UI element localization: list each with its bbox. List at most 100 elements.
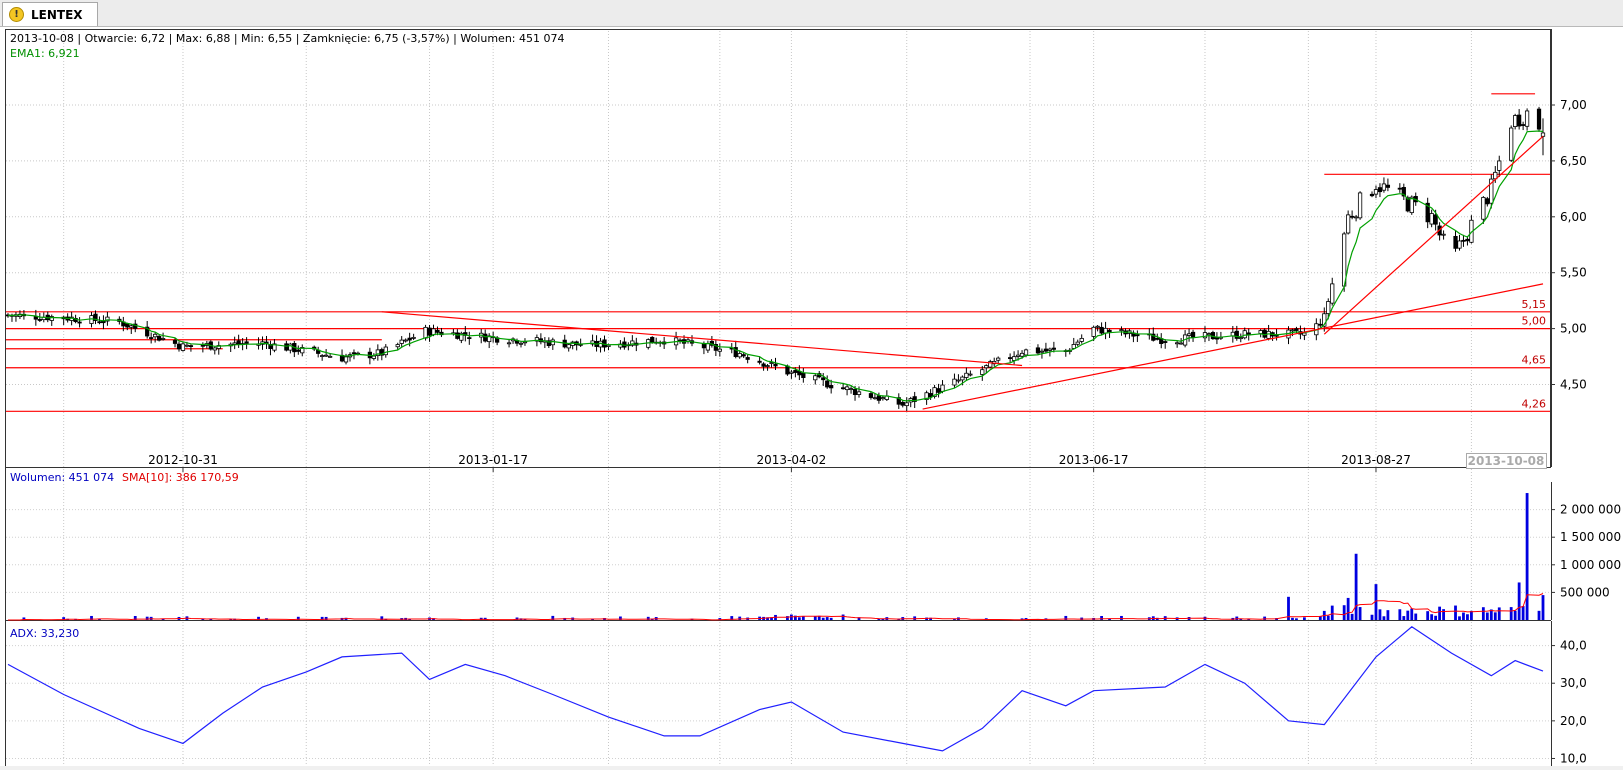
candle-body	[1385, 184, 1391, 188]
candle-body	[1234, 330, 1239, 339]
candle-body	[769, 362, 774, 364]
candle-body	[1481, 197, 1486, 220]
volume-bar	[1108, 618, 1111, 620]
candle-body	[383, 346, 388, 356]
volume-bar	[133, 616, 137, 620]
volume-bar	[1481, 607, 1485, 620]
volume-bar	[817, 615, 821, 620]
candle-body	[427, 327, 432, 336]
volume-bar	[1374, 584, 1378, 620]
volume-bar	[1466, 614, 1469, 620]
volume-bar	[1462, 612, 1465, 620]
sma-label: SMA[10]: 386 170,59	[122, 471, 239, 484]
tab-lentex[interactable]: ! LENTEX	[2, 2, 98, 26]
candle-body	[232, 342, 237, 345]
volume-bar	[229, 619, 233, 620]
volume-bar	[766, 617, 769, 620]
volume-bar	[551, 615, 555, 620]
candle-body	[1008, 357, 1013, 359]
chart-area: 5,15 5,00 4,65 4,26 4,50 5,00 5,50 6,00 6,50 7,0…	[0, 27, 1623, 766]
candle-body	[650, 336, 655, 343]
candle-body	[1015, 354, 1021, 357]
candle-body	[980, 369, 985, 375]
level-label: 4,26	[1522, 397, 1547, 410]
volume-bar	[201, 618, 205, 620]
candle-body	[1373, 189, 1379, 195]
candle-body	[1377, 187, 1383, 193]
candle-body	[1429, 213, 1434, 225]
candle-body	[1039, 350, 1045, 353]
candle-body	[1489, 178, 1494, 204]
candle-body	[324, 354, 329, 357]
candle-body	[952, 378, 957, 386]
trend-line	[381, 311, 1023, 367]
candle-body	[848, 388, 854, 390]
volume-bar	[1370, 614, 1374, 620]
candle-body	[93, 313, 98, 321]
candle-body	[1099, 326, 1104, 334]
candle-body	[518, 342, 524, 345]
candle-body	[371, 355, 376, 359]
candle-body	[1397, 187, 1402, 190]
volume-bar	[1434, 615, 1438, 620]
candle-body	[411, 336, 416, 339]
volume-bar	[1235, 616, 1239, 620]
candle-body	[988, 361, 993, 368]
candle-body	[188, 345, 194, 347]
candle-body	[960, 376, 965, 381]
candle-body	[343, 356, 349, 363]
volume-bar	[801, 616, 805, 620]
volume-bar	[786, 616, 789, 620]
adx-line	[7, 626, 1544, 752]
candle-body	[852, 389, 858, 396]
y-tick-label: 20,0	[1560, 714, 1587, 728]
candle-body	[840, 387, 846, 390]
chart-canvas[interactable]: 5,15 5,00 4,65 4,26 4,50 5,00 5,50 6,00 6,50 7,0…	[0, 27, 1623, 766]
y-tick-label: 4,50	[1560, 378, 1587, 392]
trend-lines	[381, 135, 1544, 410]
y-tick-label: 10,0	[1560, 751, 1587, 765]
candle-body	[160, 338, 166, 340]
y-tick-label: 7,00	[1560, 98, 1587, 112]
volume-bar	[1263, 616, 1267, 620]
candle-body	[546, 340, 551, 347]
candle-body	[745, 357, 750, 360]
candle-body	[1202, 332, 1208, 339]
candle-body	[900, 401, 905, 406]
volume-bar	[320, 616, 324, 620]
volume-bar	[324, 616, 328, 620]
grid	[6, 31, 1550, 766]
candle-body	[1262, 329, 1267, 338]
volume-bar	[619, 616, 622, 620]
trend-line	[922, 283, 1544, 410]
sma-path	[8, 593, 1544, 621]
candle-body	[1497, 160, 1502, 171]
tab-label: LENTEX	[31, 7, 83, 22]
volume-bar	[1430, 614, 1434, 620]
price-panel-frame	[5, 29, 1551, 468]
volume-bar	[877, 618, 881, 620]
candle-body	[172, 340, 178, 344]
volume-bar	[1458, 616, 1461, 620]
candle-body	[1381, 183, 1387, 191]
candle-body	[1258, 330, 1263, 334]
volume-bar	[646, 616, 650, 620]
candle-body	[1357, 192, 1363, 219]
volume-bar	[730, 616, 734, 620]
candle-body	[789, 371, 794, 374]
candle-body	[327, 355, 333, 358]
candle-body	[244, 341, 249, 344]
volume-bar	[1378, 609, 1382, 620]
candle-body	[1051, 347, 1056, 350]
candle-body	[375, 349, 380, 356]
candle-body	[1155, 338, 1160, 340]
candle-body	[793, 370, 798, 373]
candle-body	[1353, 216, 1359, 219]
level-label: 5,00	[1522, 315, 1547, 328]
candle-body	[1091, 326, 1096, 337]
candle-body	[1079, 337, 1084, 342]
y-tick-label: 30,0	[1560, 676, 1587, 690]
candle-body	[761, 363, 766, 367]
volume-bar	[62, 617, 66, 620]
candle-body	[872, 397, 878, 400]
